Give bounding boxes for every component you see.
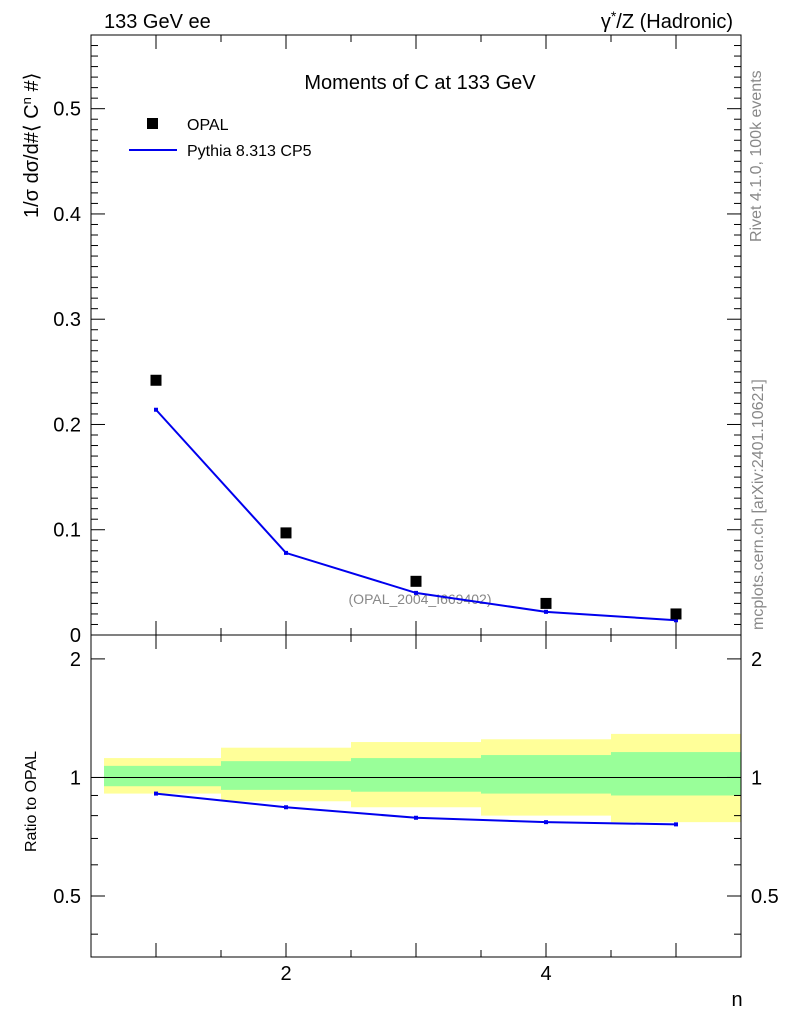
data-point-opal bbox=[540, 597, 552, 609]
mc-point-main bbox=[674, 618, 678, 623]
ratio-y-tick-labels: 0.5 0.5 1 1 2 2 bbox=[53, 649, 779, 908]
ratio-y-tick-label-right: 0.5 bbox=[751, 886, 779, 908]
mc-line-main bbox=[155, 409, 677, 622]
data-point-opal bbox=[280, 527, 292, 539]
data-series-main bbox=[150, 374, 682, 620]
main-y-axis-label: 1/σ dσ/d#⟨ Cn #⟩ bbox=[19, 73, 43, 218]
ratio-axis-ticks bbox=[90, 635, 742, 957]
mc-point-main bbox=[154, 407, 158, 412]
main-panel: 0 0.1 0.2 0.3 0.4 0.5 (OPAL_2004_I669402) Mom… bbox=[19, 34, 742, 647]
ratio-band-inner bbox=[481, 755, 611, 794]
analysis-watermark: (OPAL_2004_I669402) bbox=[349, 591, 492, 607]
mc-point-ratio bbox=[414, 815, 418, 820]
header-process-label: γ*/Z (Hadronic) bbox=[601, 8, 733, 33]
ratio-y-axis-label: Ratio to OPAL bbox=[23, 751, 40, 852]
mc-point-ratio bbox=[284, 805, 288, 810]
main-y-tick-label: 0.4 bbox=[53, 204, 81, 226]
x-tick-label: 4 bbox=[540, 963, 551, 985]
ratio-band-inner bbox=[611, 752, 741, 796]
ratio-frame bbox=[90, 634, 742, 958]
main-y-tick-label: 0.1 bbox=[53, 520, 81, 542]
ratio-band-inner bbox=[351, 758, 481, 792]
legend-label-opal: OPAL bbox=[187, 117, 229, 134]
mc-series-ratio bbox=[154, 791, 678, 827]
ratio-uncertainty-bands bbox=[104, 733, 741, 823]
main-y-tick-label: 0.2 bbox=[53, 414, 81, 436]
main-y-tick-labels: 0 0.1 0.2 0.3 0.4 0.5 bbox=[53, 99, 81, 647]
mcplots-info-label: mcplots.cern.ch [arXiv:2401.10621] bbox=[750, 379, 767, 630]
main-y-tick-label: 0 bbox=[70, 625, 81, 647]
x-axis-label: n bbox=[731, 989, 742, 1011]
legend-marker-opal bbox=[147, 118, 158, 129]
main-y-tick-label: 0.5 bbox=[53, 99, 81, 121]
ratio-band-inner bbox=[104, 765, 221, 787]
rivet-info-label: Rivet 4.1.0, 100k events bbox=[748, 70, 765, 242]
main-y-tick-label: 0.3 bbox=[53, 309, 81, 331]
mc-point-ratio bbox=[154, 791, 158, 796]
legend-label-pythia: Pythia 8.313 CP5 bbox=[187, 143, 312, 160]
mc-point-main bbox=[284, 550, 288, 555]
mc-point-main bbox=[414, 590, 418, 595]
mc-point-ratio bbox=[544, 820, 548, 825]
header-energy-label: 133 GeV ee bbox=[104, 11, 211, 33]
mc-point-main bbox=[544, 609, 548, 614]
ratio-band-inner bbox=[221, 761, 351, 790]
ratio-y-tick-label-left: 2 bbox=[70, 649, 81, 671]
ratio-y-tick-label-left: 0.5 bbox=[53, 886, 81, 908]
ratio-y-tick-label-left: 1 bbox=[70, 767, 81, 789]
ratio-y-tick-label-right: 2 bbox=[751, 649, 762, 671]
mc-series-main bbox=[154, 407, 678, 623]
x-tick-label: 2 bbox=[280, 963, 291, 985]
data-point-opal bbox=[670, 608, 682, 620]
chart-title: Moments of C at 133 GeV bbox=[304, 72, 536, 94]
legend: OPAL Pythia 8.313 CP5 bbox=[129, 117, 312, 160]
ratio-y-tick-label-right: 1 bbox=[751, 767, 762, 789]
data-point-opal bbox=[410, 575, 422, 587]
mc-point-ratio bbox=[674, 822, 678, 827]
data-point-opal bbox=[150, 374, 162, 386]
